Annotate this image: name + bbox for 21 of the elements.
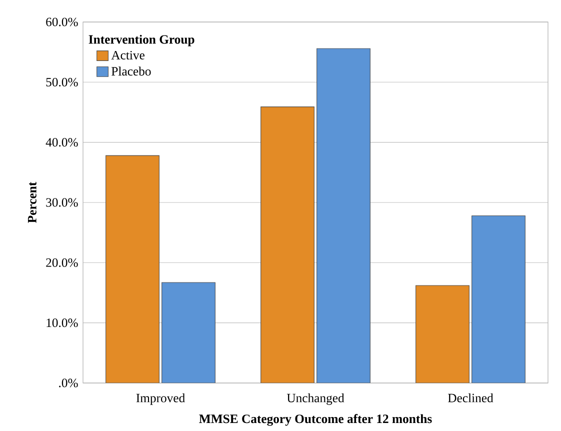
y-tick-label: 10.0%	[46, 318, 78, 328]
legend-title: Intervention Group	[88, 34, 194, 46]
bar	[416, 285, 470, 383]
bar	[260, 106, 314, 383]
y-tick-label: 60.0%	[46, 18, 78, 26]
x-tick-label: Improved	[136, 393, 185, 405]
x-tick-label: Unchanged	[286, 393, 344, 405]
y-tick-label: 40.0%	[46, 138, 78, 147]
x-axis-title: MMSE Category Outcome after 12 months	[199, 414, 432, 426]
bar	[106, 155, 160, 383]
bar	[316, 48, 370, 383]
x-tick-label: Declined	[448, 393, 494, 402]
y-tick-label: .0%	[59, 378, 78, 388]
bar	[162, 282, 216, 383]
legend-label: Placebo	[112, 66, 151, 76]
y-axis-title: Percent	[28, 182, 36, 223]
y-tick-label: 30.0%	[46, 198, 78, 207]
legend-label: Active	[111, 50, 144, 60]
bar	[472, 215, 526, 383]
y-tick-label: 50.0%	[46, 78, 78, 86]
y-tick-label: 20.0%	[46, 258, 78, 267]
